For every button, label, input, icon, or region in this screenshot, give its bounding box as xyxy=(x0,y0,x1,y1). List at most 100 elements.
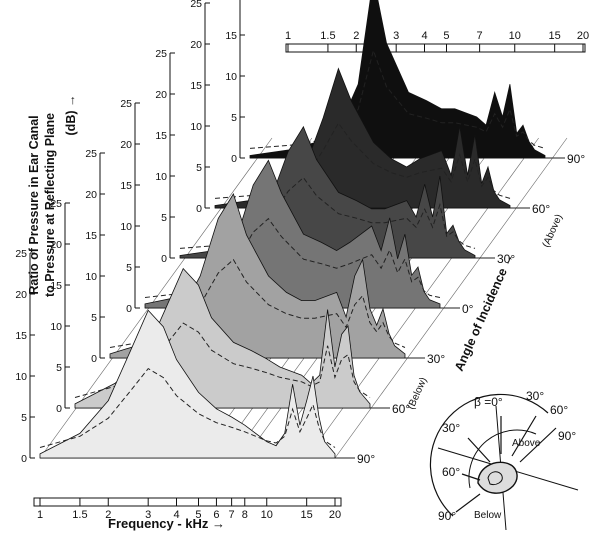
back-x-tick-label: 4 xyxy=(421,30,427,42)
y-tick-label: 25 xyxy=(15,248,27,260)
series-label: 30° xyxy=(497,252,515,266)
x-tick-label: 5 xyxy=(195,509,201,521)
y-tick-label: 5 xyxy=(21,412,27,424)
y-tick-label: 20 xyxy=(85,189,97,201)
arrow-60-top xyxy=(519,427,557,463)
reference-curve xyxy=(179,176,476,249)
series-area xyxy=(214,67,511,209)
front-frequency-axis: 1 1.5 2 3 4 5 6 7 8 10 15 20 xyxy=(33,497,342,521)
incidence-inset: β =0° 30° 60° 90° 30° 60° 90° Above Belo… xyxy=(429,389,579,531)
back-axis-bar xyxy=(285,43,586,53)
y-tick-label: 0 xyxy=(21,453,27,465)
y-tick-label: 10 xyxy=(120,221,132,233)
series-label: 60° xyxy=(532,202,550,216)
x-tick-label: 6 xyxy=(213,509,219,521)
back-x-tick-label: 1.5 xyxy=(320,30,335,42)
reference-curve xyxy=(109,258,406,348)
y-tick-label: 20 xyxy=(120,139,132,151)
back-x-tick-label: 5 xyxy=(443,30,449,42)
series-label: 0° xyxy=(462,302,474,316)
y-tick-label: 5 xyxy=(56,362,62,374)
inset-60-top: 60° xyxy=(550,403,568,417)
back-x-tick-label: 3 xyxy=(393,30,399,42)
back-x-tick-label: 15 xyxy=(549,30,561,42)
back-x-tick-label: 20 xyxy=(577,30,589,42)
y-tick-label: 15 xyxy=(225,30,237,42)
x-axis-title: Frequency - kHz → xyxy=(108,516,225,531)
arrow-60-left xyxy=(461,473,481,481)
x-tick-label: 2 xyxy=(105,509,111,521)
reference-curve xyxy=(74,322,371,398)
y-axis-title-line1: Ratio of Pressure in Ear Canal xyxy=(27,115,41,294)
inset-outer-arc xyxy=(429,393,549,517)
y-tick-label: 20 xyxy=(190,39,202,51)
y-tick-label: 5 xyxy=(91,312,97,324)
y-tick-label: 10 xyxy=(15,371,27,383)
back-x-tick-label: 2 xyxy=(353,30,359,42)
y-tick-label: 25 xyxy=(85,148,97,160)
y-tick-label: 15 xyxy=(50,280,62,292)
inset-ear-icon xyxy=(487,471,503,485)
arrow-30-top xyxy=(511,415,537,457)
y-tick-label: 10 xyxy=(225,71,237,83)
depth-gridline xyxy=(334,137,568,459)
y-tick-label: 5 xyxy=(126,262,132,274)
x-tick-label: 15 xyxy=(301,509,313,521)
front-axis-bar xyxy=(33,497,342,507)
inset-head-icon xyxy=(477,461,518,494)
y-tick-label: 0 xyxy=(91,353,97,365)
y-tick-label: 25 xyxy=(120,98,132,110)
series-label: 30° xyxy=(427,352,445,366)
series-panel: 0 5 10 15 20 25 90° xyxy=(15,248,375,466)
inset-30-top: 30° xyxy=(526,389,544,403)
x-tick-label: 7 xyxy=(229,509,235,521)
y-tick-label: 10 xyxy=(155,171,167,183)
x-tick-label: 1.5 xyxy=(72,509,87,521)
y-tick-label: 10 xyxy=(50,321,62,333)
depth-above-label: (Above) xyxy=(541,213,565,249)
y-tick-label: 25 xyxy=(190,0,202,10)
y-tick-label: 5 xyxy=(196,162,202,174)
inset-90-top: 90° xyxy=(558,429,576,443)
arrow-30-left xyxy=(467,437,491,463)
y-axis-title-line2: to Pressure at Reflecting Plane xyxy=(43,113,57,297)
x-tick-label: 20 xyxy=(329,509,341,521)
series-label: 90° xyxy=(567,152,585,166)
y-tick-label: 20 xyxy=(15,289,27,301)
back-frequency-axis: 1 1.5 2 3 4 5 7 10 15 20 xyxy=(285,30,589,53)
y-tick-label: 15 xyxy=(85,230,97,242)
y-tick-label: 10 xyxy=(85,271,97,283)
y-tick-label: 0 xyxy=(126,303,132,315)
series-label: 60° xyxy=(392,402,410,416)
y-tick-label: 15 xyxy=(15,330,27,342)
y-tick-label: 15 xyxy=(190,80,202,92)
series-area xyxy=(39,309,336,459)
y-tick-label: 10 xyxy=(190,121,202,133)
inset-30-left: 30° xyxy=(442,421,460,435)
series-label: 90° xyxy=(357,452,375,466)
y-tick-label: 5 xyxy=(161,212,167,224)
inset-inner-arc xyxy=(468,429,537,489)
back-x-tick-label: 7 xyxy=(477,30,483,42)
y-tick-label: 25 xyxy=(155,48,167,60)
depth-below-label: (Below) xyxy=(406,376,430,411)
inset-60-left: 60° xyxy=(442,465,460,479)
y-tick-label: 20 xyxy=(50,239,62,251)
y-tick-label: 0 xyxy=(231,153,237,165)
series-area xyxy=(179,125,476,259)
arrow-90-bottom xyxy=(455,493,481,513)
y-tick-label: 0 xyxy=(161,253,167,265)
x-tick-label: 10 xyxy=(261,509,273,521)
y-axis-title-line3: (dB) → xyxy=(64,95,78,136)
inset-beta-label: β =0° xyxy=(474,395,503,409)
back-x-tick-label: 1 xyxy=(285,30,291,42)
y-tick-label: 5 xyxy=(231,112,237,124)
x-tick-label: 4 xyxy=(173,509,179,521)
panels: 051015202590°051015202560°051015202530°0… xyxy=(15,0,585,466)
reference-curve xyxy=(39,367,336,448)
inset-below-label: Below xyxy=(474,510,502,521)
x-tick-label: 8 xyxy=(242,509,248,521)
y-tick-label: 25 xyxy=(50,198,62,210)
